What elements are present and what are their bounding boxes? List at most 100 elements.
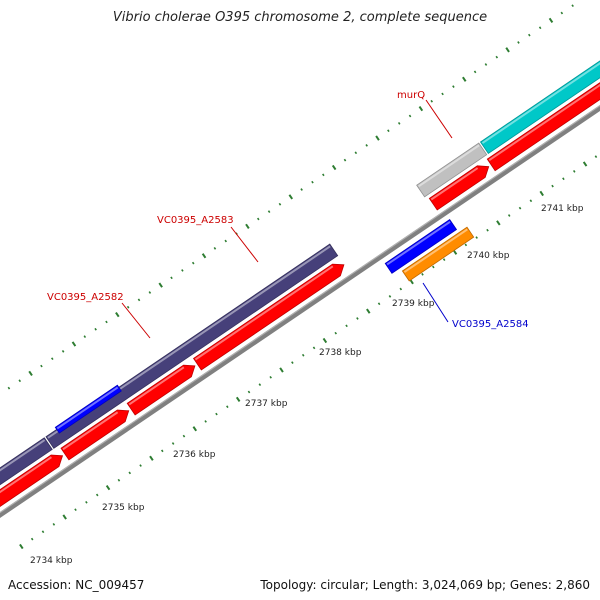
map-title: Vibrio cholerae O395 chromosome 2, compl… <box>112 10 488 25</box>
tick-mark-lower <box>464 243 468 247</box>
tick-mark-upper <box>181 269 184 272</box>
tick-mark-upper <box>452 85 455 88</box>
gene-label-vc0395-a2584[interactable]: VC0395_A2584 <box>452 319 529 330</box>
gene-bar-dark <box>45 243 339 449</box>
tick-mark-upper <box>50 357 54 361</box>
tick-mark-upper <box>105 320 108 324</box>
tick-mark-lower <box>30 537 34 541</box>
tick-mark-upper <box>148 291 152 294</box>
gene-bar-vc0395-a2584 <box>384 219 458 274</box>
tick-mark-lower <box>312 346 316 350</box>
tick-mark-upper <box>213 247 217 250</box>
tick-mark-upper <box>517 41 520 44</box>
gene-label-vc0395-a2583[interactable]: VC0395_A2583 <box>157 215 234 226</box>
tick-mark-lower <box>486 228 489 232</box>
cds-bar-shine <box>430 167 479 201</box>
tick-mark-upper <box>115 311 120 318</box>
scale-label-2741: 2741 kbp <box>541 204 584 214</box>
tick-mark-lower <box>269 375 272 379</box>
tick-mark-upper <box>560 11 564 15</box>
gene-bar-blue <box>54 384 122 434</box>
gene-bar-cyan-shine <box>481 62 600 144</box>
tick-mark-lower <box>551 184 554 188</box>
tick-mark-upper <box>418 106 424 112</box>
tick-mark-upper <box>245 223 250 229</box>
gene-bar-dark-shine <box>0 439 46 472</box>
tick-mark-lower <box>74 508 77 512</box>
tick-mark-upper <box>94 327 97 331</box>
cds-bar <box>428 165 490 211</box>
tick-mark-upper <box>18 379 22 383</box>
tick-mark-upper <box>288 194 294 200</box>
tick-mark-lower <box>322 337 328 344</box>
tick-mark-lower <box>399 287 403 291</box>
tick-mark-lower <box>496 220 501 226</box>
tick-mark-lower <box>572 170 576 173</box>
tick-mark-upper <box>571 4 574 8</box>
tick-mark-upper <box>462 76 467 82</box>
gene-bar-murq <box>416 142 488 198</box>
label-leader <box>230 226 259 263</box>
tick-mark-upper <box>300 188 303 191</box>
gene-bar-orange <box>401 226 475 282</box>
tick-mark-lower <box>388 295 392 298</box>
tick-mark-upper <box>441 92 444 96</box>
label-leader <box>425 99 453 139</box>
cds-bar-shine <box>488 83 600 162</box>
tick-mark-lower <box>128 471 132 475</box>
tick-mark-lower <box>247 390 251 394</box>
gene-label-vc0395-a2582[interactable]: VC0395_A2582 <box>47 292 124 303</box>
tick-mark-lower <box>377 302 381 306</box>
tick-mark-upper <box>505 47 510 53</box>
tick-mark-upper <box>538 26 542 30</box>
tick-mark-lower <box>41 530 45 534</box>
tick-mark-lower <box>366 308 371 314</box>
scale-label-2734: 2734 kbp <box>30 556 73 566</box>
tick-mark-lower <box>149 455 154 461</box>
cds-bar <box>192 263 345 371</box>
cds-bar <box>486 82 600 172</box>
tick-mark-lower <box>529 199 533 203</box>
tick-mark-upper <box>375 135 380 141</box>
tick-mark-upper <box>387 129 390 133</box>
tick-mark-lower <box>594 155 598 159</box>
tick-mark-lower <box>235 396 241 402</box>
scale-label-2735: 2735 kbp <box>102 503 145 513</box>
tick-mark-upper <box>365 144 368 147</box>
tick-mark-lower <box>258 383 262 387</box>
tick-mark-upper <box>331 164 337 171</box>
tick-mark-upper <box>473 70 477 74</box>
tick-mark-lower <box>215 412 218 416</box>
tick-mark-upper <box>170 276 173 280</box>
tick-mark-lower <box>117 478 121 482</box>
tick-mark-upper <box>28 370 33 377</box>
tick-mark-lower <box>139 464 142 467</box>
scale-label-2737: 2737 kbp <box>245 399 288 409</box>
tick-mark-upper <box>548 17 554 24</box>
tick-mark-upper <box>158 282 163 288</box>
tick-mark-upper <box>191 261 195 265</box>
accession-text: Accession: NC_009457 <box>8 578 145 592</box>
label-leaders <box>121 99 453 339</box>
tick-mark-upper <box>137 298 141 302</box>
tick-mark-lower <box>345 324 348 328</box>
tick-mark-lower <box>62 514 67 520</box>
tick-mark-upper <box>397 121 401 125</box>
tick-mark-lower <box>52 523 56 526</box>
cds-bar-shine <box>0 456 52 494</box>
scale-labels: 2734 kbp 2735 kbp 2736 kbp 2737 kbp 2738… <box>30 204 584 566</box>
tick-mark-upper <box>40 364 43 368</box>
gene-bar-vc0395-a2584-shine <box>386 220 451 266</box>
tick-mark-upper <box>322 173 325 177</box>
tick-mark-lower <box>105 484 111 491</box>
label-leader <box>422 282 449 323</box>
tick-mark-upper <box>83 335 87 338</box>
tick-mark-upper <box>126 305 130 309</box>
tick-mark-lower <box>204 420 207 423</box>
tick-mark-lower <box>192 426 198 432</box>
label-leader <box>121 302 151 339</box>
tick-mark-upper <box>201 253 207 259</box>
gene-label-murq[interactable]: murQ <box>397 90 425 101</box>
tick-mark-upper <box>7 386 11 390</box>
